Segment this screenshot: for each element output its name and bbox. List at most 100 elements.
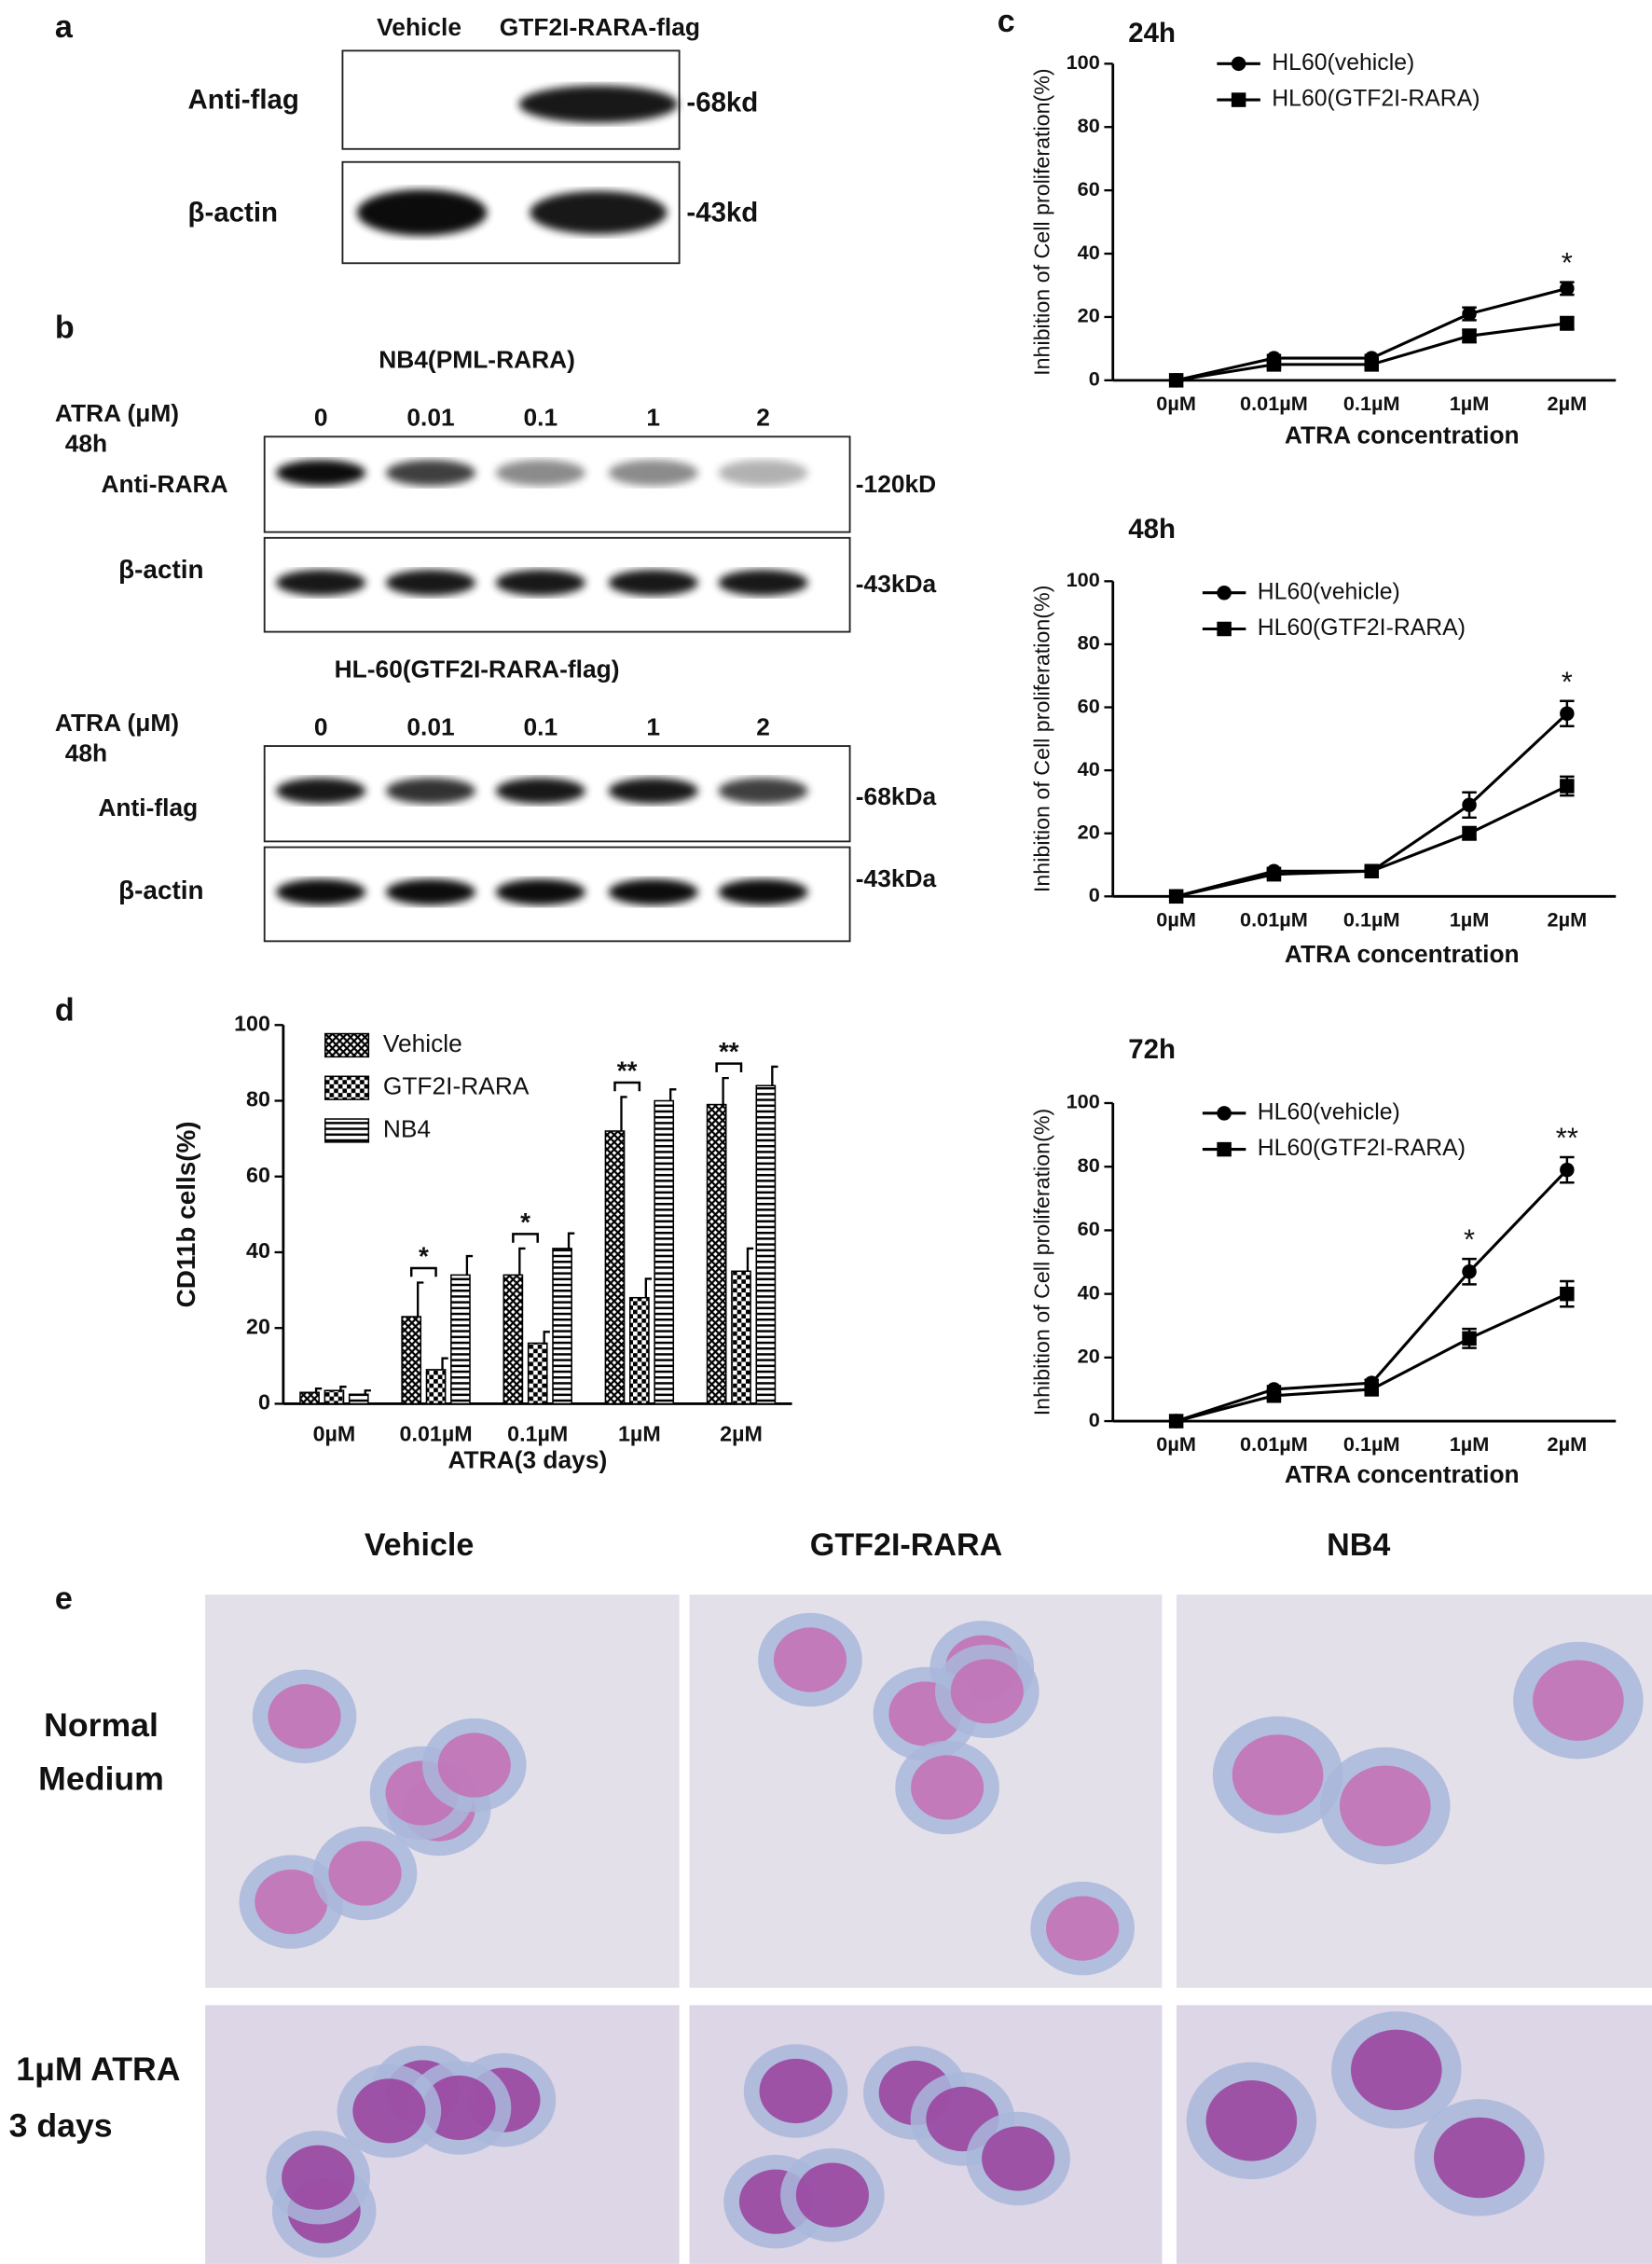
error-bar <box>339 1386 347 1391</box>
label: Anti-flag <box>98 794 198 821</box>
label: 0.01 <box>406 404 454 432</box>
label: Normal <box>44 1706 158 1744</box>
blot-band <box>385 778 476 805</box>
label: -68kDa <box>856 782 937 810</box>
y-tick-label: 80 <box>1078 114 1100 137</box>
marker <box>1560 281 1575 297</box>
x-tick-label: 0µM <box>1156 907 1196 931</box>
nucleus <box>352 2078 426 2144</box>
bracket <box>613 1081 641 1092</box>
label: NB4(PML-RARA) <box>379 346 575 374</box>
label: GTF2I-RARA-flag <box>500 13 700 41</box>
y-tick-label: 0 <box>1089 367 1100 391</box>
error-bar <box>771 1065 778 1086</box>
bar <box>654 1099 675 1405</box>
bar <box>450 1274 471 1405</box>
marker <box>1462 797 1477 813</box>
bar <box>731 1270 751 1405</box>
label: Anti-flag <box>188 84 299 115</box>
label: e <box>55 1581 73 1616</box>
legend-marker <box>1217 1106 1232 1121</box>
label: -43kDa <box>856 570 937 598</box>
label: 48h <box>65 739 107 766</box>
nucleus <box>759 2058 833 2124</box>
x-axis-label: ATRA concentration <box>1285 940 1520 968</box>
label: 3 days <box>9 2107 113 2145</box>
blot-band <box>276 878 366 905</box>
label: 0.01 <box>406 712 454 740</box>
x-tick-label: 1µM <box>1450 392 1490 415</box>
x-tick-label: 0.1µM <box>1343 392 1400 415</box>
nucleus <box>255 1869 328 1935</box>
y-tick-label: 40 <box>1078 1280 1100 1304</box>
annotation: * <box>1464 1223 1475 1256</box>
error-bar <box>417 1281 424 1318</box>
y-tick-label: 0 <box>1089 883 1100 906</box>
x-tick-label: 0.1µM <box>1343 1432 1400 1456</box>
error-bar <box>364 1389 371 1395</box>
x-tick-label: 0.01µM <box>1240 907 1308 931</box>
error-bar <box>518 1247 526 1276</box>
legend-label: GTF2I-RARA <box>383 1072 530 1100</box>
y-tick-label: 100 <box>1067 50 1100 74</box>
marker <box>1168 1414 1184 1429</box>
label: Vehicle <box>365 1527 475 1563</box>
x-axis-label: ATRA(3 days) <box>447 1445 607 1473</box>
annotation: ** <box>1556 1122 1578 1154</box>
label: c <box>998 4 1015 39</box>
legend-swatch <box>324 1075 370 1100</box>
label: GTF2I-RARA <box>810 1527 1002 1563</box>
error-bar <box>314 1387 323 1393</box>
y-tick-label: 100 <box>1067 568 1100 591</box>
error-bar <box>567 1232 575 1249</box>
bar <box>425 1369 447 1405</box>
error-bar <box>543 1331 550 1344</box>
legend-label: HL60(vehicle) <box>1272 50 1414 76</box>
bracket <box>512 1233 539 1243</box>
bar <box>401 1316 422 1405</box>
y-tick-label: 100 <box>234 1011 270 1035</box>
blot-band <box>718 878 808 905</box>
annotation: * <box>419 1241 429 1270</box>
bar <box>348 1393 369 1405</box>
bar <box>629 1296 650 1405</box>
y-tick-label: 0 <box>1089 1408 1100 1431</box>
label: β-actin <box>118 555 203 584</box>
y-tick-label: 100 <box>1067 1090 1100 1113</box>
blot-band <box>608 569 698 596</box>
legend-label: HL60(GTF2I-RARA) <box>1272 87 1480 112</box>
bracket <box>715 1062 743 1072</box>
y-tick-label: 60 <box>246 1163 270 1187</box>
chart-title: 72h <box>1128 1034 1176 1065</box>
marker <box>1364 357 1379 372</box>
x-tick-label: 1µM <box>1450 907 1490 931</box>
blot-band <box>608 878 698 905</box>
y-tick-label: 40 <box>246 1238 270 1263</box>
label: 2 <box>756 712 770 740</box>
nucleus <box>268 1684 341 1749</box>
nucleus <box>1339 1765 1431 1846</box>
nucleus <box>1205 2080 1298 2161</box>
nucleus <box>282 2145 355 2210</box>
y-tick-label: 60 <box>1078 694 1100 717</box>
nucleus <box>982 2126 1055 2191</box>
label: 1μM ATRA <box>16 2050 180 2088</box>
x-tick-label: 2µM <box>1548 907 1588 931</box>
marker <box>1266 1388 1282 1403</box>
error-bar <box>722 1076 729 1105</box>
bar <box>324 1389 345 1405</box>
label: 0 <box>314 404 328 432</box>
y-tick-label: 0 <box>258 1390 270 1415</box>
label: Anti-RARA <box>102 470 228 498</box>
label: d <box>55 992 75 1028</box>
marker <box>1462 825 1477 841</box>
x-tick-label: 0µM <box>1156 392 1196 415</box>
label: a <box>55 9 74 45</box>
x-tick-label: 2µM <box>720 1422 763 1446</box>
error-bar <box>441 1357 448 1370</box>
annotation: ** <box>617 1056 638 1084</box>
label: 48h <box>65 430 107 458</box>
label: Vehicle <box>377 13 461 41</box>
marker <box>1560 1286 1575 1302</box>
x-tick-label: 0.1µM <box>1343 907 1400 931</box>
